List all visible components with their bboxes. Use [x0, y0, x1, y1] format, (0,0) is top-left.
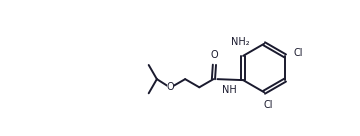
Text: NH: NH — [222, 85, 237, 95]
Text: Cl: Cl — [264, 100, 273, 110]
Text: O: O — [167, 83, 174, 92]
Text: Cl: Cl — [293, 48, 303, 58]
Text: O: O — [211, 50, 218, 60]
Text: NH₂: NH₂ — [231, 37, 249, 47]
